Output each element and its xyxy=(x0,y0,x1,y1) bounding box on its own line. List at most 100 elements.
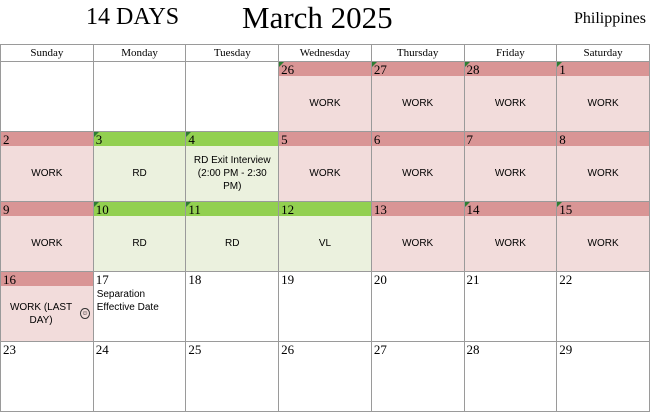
day-cell[interactable]: 24 xyxy=(92,341,187,412)
day-event-label: WORK xyxy=(31,168,63,179)
day-event: WORK xyxy=(371,216,464,271)
day-event xyxy=(279,356,371,411)
day-event xyxy=(1,76,93,131)
week-row: 2 WORK 3 RD 4 RD Exit Interview (2:00 PM - 2:… xyxy=(0,131,650,202)
day-cell[interactable]: 18 xyxy=(185,271,280,342)
day-cell[interactable]: 12 VL xyxy=(278,201,372,272)
day-cell[interactable]: 26 xyxy=(278,341,372,412)
comment-marker-icon xyxy=(279,62,285,67)
day-event: RD xyxy=(93,216,186,271)
day-cell[interactable] xyxy=(185,61,280,132)
day-cell[interactable]: 1 WORK xyxy=(556,61,650,132)
comment-marker-icon xyxy=(464,62,470,67)
week-row: 9 WORK 10 RD 11 RD 12 VL 13 WORK 14 WORK 15 WORK xyxy=(0,201,650,272)
day-number: 27 xyxy=(371,62,464,77)
day-event: RD xyxy=(93,146,186,201)
day-cell[interactable]: 4 RD Exit Interview (2:00 PM - 2:30 PM) xyxy=(185,131,280,202)
day-number: 18 xyxy=(188,272,202,287)
day-cell[interactable]: 29 xyxy=(556,341,650,412)
day-number: 6 xyxy=(371,132,464,147)
day-event xyxy=(557,356,649,411)
month-title: March 2025 xyxy=(242,0,393,35)
day-cell[interactable] xyxy=(0,61,94,132)
day-cell[interactable]: 26 WORK xyxy=(278,61,372,132)
weekday-header-row: Sunday Monday Tuesday Wednesday Thursday… xyxy=(0,44,650,62)
day-event: RD xyxy=(186,216,279,271)
day-number: 28 xyxy=(466,342,480,357)
day-event xyxy=(465,286,557,341)
day-cell[interactable]: 19 xyxy=(278,271,372,342)
day-event xyxy=(372,356,464,411)
day-cell[interactable]: 10 RD xyxy=(92,201,187,272)
day-cell[interactable]: 13 WORK xyxy=(370,201,465,272)
day-number: 9 xyxy=(1,202,93,217)
weekday-tuesday: Tuesday xyxy=(185,44,280,62)
day-cell[interactable]: 14 WORK xyxy=(463,201,558,272)
day-event-label: WORK xyxy=(587,238,619,249)
day-number: 3 xyxy=(93,132,186,147)
day-cell[interactable] xyxy=(92,61,187,132)
day-event-label: WORK xyxy=(402,238,434,249)
day-number: 4 xyxy=(186,132,279,147)
day-cell[interactable]: 27 WORK xyxy=(370,61,465,132)
day-event xyxy=(1,356,93,411)
day-number: 22 xyxy=(559,272,573,287)
day-event: WORK xyxy=(371,146,464,201)
day-cell[interactable]: 6 WORK xyxy=(370,131,465,202)
day-event-label: WORK xyxy=(31,238,63,249)
day-number: 11 xyxy=(186,202,279,217)
day-cell[interactable]: 7 WORK xyxy=(463,131,558,202)
day-cell[interactable]: 16 WORK (LAST DAY) ☺ xyxy=(0,271,94,342)
day-cell[interactable]: 17 Separation Effective Date xyxy=(92,271,187,342)
day-number: 7 xyxy=(464,132,557,147)
day-cell[interactable]: 20 xyxy=(370,271,465,342)
day-event xyxy=(279,286,371,341)
day-event-label: WORK xyxy=(587,98,619,109)
day-cell[interactable]: 28 WORK xyxy=(463,61,558,132)
day-cell[interactable]: 15 WORK xyxy=(556,201,650,272)
day-event: WORK xyxy=(279,76,371,131)
comment-marker-icon xyxy=(93,132,99,137)
day-event: WORK xyxy=(371,76,464,131)
day-event-label: RD xyxy=(225,238,240,249)
day-event: WORK xyxy=(464,146,557,201)
day-number: 29 xyxy=(559,342,573,357)
day-cell[interactable]: 27 xyxy=(370,341,465,412)
day-number xyxy=(1,62,93,76)
day-cell[interactable]: 22 xyxy=(556,271,650,342)
day-number: 26 xyxy=(281,342,295,357)
day-cell[interactable]: 23 xyxy=(0,341,94,412)
week-row: 23 24 25 26 27 28 29 xyxy=(0,341,650,412)
day-number: 1 xyxy=(557,62,649,77)
comment-marker-icon xyxy=(464,202,470,207)
day-event: WORK xyxy=(557,76,649,131)
day-cell[interactable]: 8 WORK xyxy=(556,131,650,202)
day-cell[interactable]: 11 RD xyxy=(185,201,280,272)
day-cell[interactable]: 21 xyxy=(463,271,558,342)
day-number: 16 xyxy=(1,272,93,287)
day-cell[interactable]: 25 xyxy=(185,341,280,412)
day-event xyxy=(557,286,649,341)
day-event-label: WORK xyxy=(309,98,341,109)
day-event-label: WORK xyxy=(587,168,619,179)
day-number: 15 xyxy=(557,202,649,217)
day-event-label: WORK xyxy=(494,238,526,249)
day-event xyxy=(465,356,557,411)
day-cell[interactable]: 2 WORK xyxy=(0,131,94,202)
weekday-sunday: Sunday xyxy=(0,44,94,62)
day-cell[interactable]: 5 WORK xyxy=(278,131,372,202)
day-number: 28 xyxy=(464,62,557,77)
day-number: 8 xyxy=(557,132,649,147)
day-event xyxy=(94,76,186,131)
day-cell[interactable]: 28 xyxy=(463,341,558,412)
day-event: WORK xyxy=(464,216,557,271)
day-event-label: WORK (LAST DAY) xyxy=(9,301,73,326)
day-event: WORK xyxy=(557,146,649,201)
weekday-saturday: Saturday xyxy=(556,44,650,62)
day-number: 2 xyxy=(1,132,93,147)
day-cell[interactable]: 9 WORK xyxy=(0,201,94,272)
comment-marker-icon xyxy=(93,202,99,207)
smiley-icon: ☺ xyxy=(80,308,90,319)
day-event xyxy=(186,286,278,341)
day-cell[interactable]: 3 RD xyxy=(92,131,187,202)
